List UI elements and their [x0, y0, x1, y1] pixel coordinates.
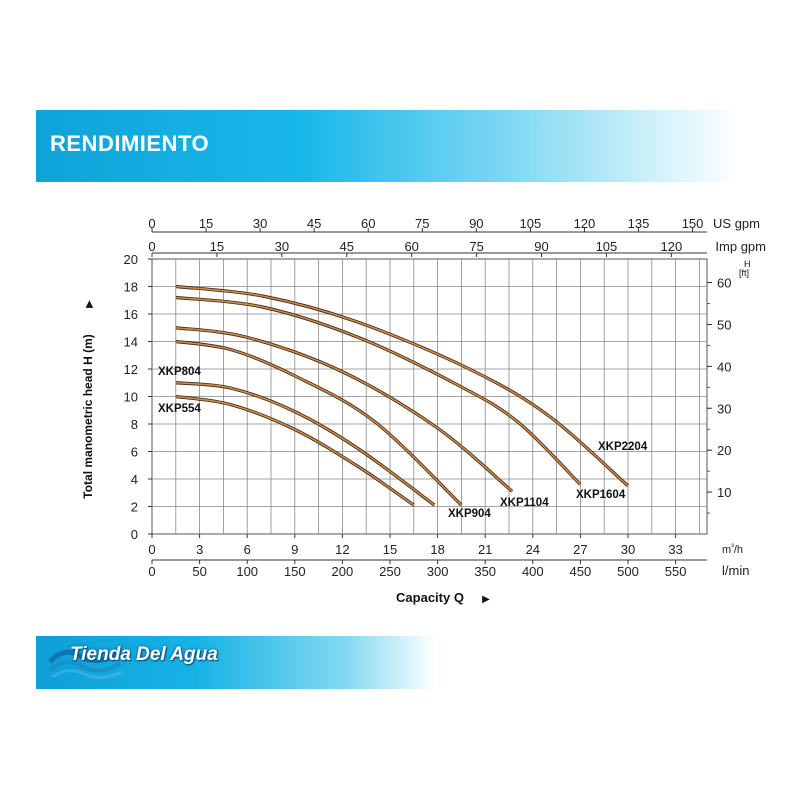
- lmin-tick-label: 100: [236, 564, 258, 579]
- lmin-tick-label: 300: [427, 564, 449, 579]
- y-tick-label: 4: [131, 472, 138, 487]
- ft-axis-unit-sub: [ft]: [739, 268, 749, 278]
- lmin-tick-label: 50: [192, 564, 206, 579]
- curve-xkp2204: [175, 285, 629, 487]
- us-gpm-tick-label: 45: [307, 216, 321, 231]
- y-tick-label: 10: [124, 390, 138, 405]
- imp-gpm-unit: Imp gpm: [715, 239, 766, 254]
- us-gpm-tick-label: 15: [199, 216, 213, 231]
- lmin-tick-label: 150: [284, 564, 306, 579]
- ft-tick-label: 30: [717, 401, 731, 416]
- ft-tick-label: 10: [717, 485, 731, 500]
- y-tick-label: 2: [131, 500, 138, 515]
- imp-gpm-tick-label: 75: [469, 239, 483, 254]
- curve-xkp804: [175, 381, 435, 506]
- series-label-xkp1604: XKP1604: [576, 489, 626, 501]
- us-gpm-tick-label: 120: [574, 216, 596, 231]
- x-axis-unit: m³/h: [722, 542, 743, 556]
- x-tick-label: 15: [383, 542, 397, 557]
- y-tick-label: 12: [124, 362, 138, 377]
- ft-tick-label: 60: [717, 276, 731, 291]
- us-gpm-unit: US gpm: [713, 216, 760, 231]
- curve-xkp1604: [175, 296, 581, 486]
- lmin-unit: l/min: [722, 563, 749, 578]
- banner-title: RENDIMIENTO: [50, 131, 210, 156]
- performance-banner: RENDIMIENTO: [36, 110, 800, 182]
- lmin-tick-label: 250: [379, 564, 401, 579]
- us-gpm-tick-label: 90: [469, 216, 483, 231]
- series-label-xkp904: XKP904: [448, 508, 491, 520]
- lmin-tick-label: 500: [617, 564, 639, 579]
- x-tick-label: 0: [148, 542, 155, 557]
- imp-gpm-tick-label: 105: [596, 239, 618, 254]
- series-label-xkp1104: XKP1104: [500, 497, 549, 509]
- y-axis-label: Total manometric head H (m): [81, 334, 95, 498]
- footer-band: Tienda Del Agua: [36, 636, 436, 689]
- x-tick-label: 27: [573, 542, 587, 557]
- ft-axis-unit: H: [744, 259, 751, 269]
- x-tick-label: 9: [291, 542, 298, 557]
- x-tick-label: 3: [196, 542, 203, 557]
- imp-gpm-tick-label: 120: [661, 239, 683, 254]
- x-tick-label: 21: [478, 542, 492, 557]
- y-tick-label: 6: [131, 445, 138, 460]
- y-tick-label: 14: [124, 335, 138, 350]
- curve-xkp1104: [175, 326, 513, 492]
- x-tick-label: 18: [430, 542, 444, 557]
- imp-gpm-tick-label: 45: [340, 239, 354, 254]
- us-gpm-tick-label: 30: [253, 216, 267, 231]
- x-axis-arrow-icon: ▶: [482, 594, 490, 605]
- y-tick-label: 18: [124, 280, 138, 295]
- lmin-tick-label: 550: [665, 564, 687, 579]
- imp-gpm-tick-label: 30: [275, 239, 289, 254]
- x-tick-label: 33: [668, 542, 682, 557]
- x-tick-label: 24: [526, 542, 540, 557]
- imp-gpm-tick-label: 15: [210, 239, 224, 254]
- lmin-tick-label: 450: [570, 564, 592, 579]
- x-axis-label: Capacity Q: [396, 590, 464, 605]
- ft-tick-label: 20: [717, 443, 731, 458]
- lmin-tick-label: 0: [148, 564, 155, 579]
- wave-logo-icon: [48, 649, 123, 679]
- x-tick-label: 12: [335, 542, 349, 557]
- us-gpm-tick-label: 0: [148, 216, 155, 231]
- imp-gpm-tick-label: 90: [534, 239, 548, 254]
- imp-gpm-tick-label: 0: [148, 239, 155, 254]
- us-gpm-tick-label: 150: [682, 216, 704, 231]
- y-tick-label: 8: [131, 417, 138, 432]
- y-axis-arrow-icon: ▶: [84, 300, 95, 308]
- series-label-xkp554: XKP554: [158, 403, 201, 415]
- curve-xkp554: [175, 395, 415, 506]
- us-gpm-tick-label: 60: [361, 216, 375, 231]
- series-label-xkp804: XKP804: [158, 366, 201, 378]
- y-tick-label: 16: [124, 307, 138, 322]
- brand-logo-text: Tienda Del Agua: [70, 644, 218, 665]
- lmin-tick-label: 200: [332, 564, 354, 579]
- ft-tick-label: 40: [717, 359, 731, 374]
- imp-gpm-tick-label: 60: [404, 239, 418, 254]
- x-tick-label: 6: [244, 542, 251, 557]
- lmin-tick-label: 350: [474, 564, 496, 579]
- us-gpm-tick-label: 105: [520, 216, 542, 231]
- us-gpm-tick-label: 135: [628, 216, 650, 231]
- series-label-xkp2204: XKP2204: [598, 441, 648, 453]
- ft-tick-label: 50: [717, 317, 731, 332]
- y-tick-label: 20: [124, 252, 138, 267]
- y-tick-label: 0: [131, 527, 138, 542]
- curve-xkp904: [175, 340, 462, 506]
- us-gpm-tick-label: 75: [415, 216, 429, 231]
- x-tick-label: 30: [621, 542, 635, 557]
- lmin-tick-label: 400: [522, 564, 544, 579]
